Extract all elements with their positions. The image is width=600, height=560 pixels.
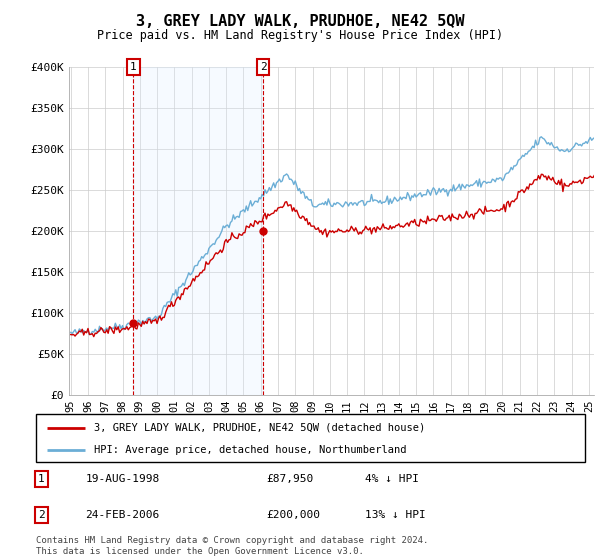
Text: 3, GREY LADY WALK, PRUDHOE, NE42 5QW: 3, GREY LADY WALK, PRUDHOE, NE42 5QW: [136, 14, 464, 29]
Text: £87,950: £87,950: [266, 474, 314, 484]
Text: 1: 1: [38, 474, 45, 484]
Text: 3, GREY LADY WALK, PRUDHOE, NE42 5QW (detached house): 3, GREY LADY WALK, PRUDHOE, NE42 5QW (de…: [94, 423, 425, 433]
Text: 4% ↓ HPI: 4% ↓ HPI: [365, 474, 419, 484]
Text: 2: 2: [38, 510, 45, 520]
Text: 19-AUG-1998: 19-AUG-1998: [85, 474, 160, 484]
Text: 13% ↓ HPI: 13% ↓ HPI: [365, 510, 426, 520]
Text: HPI: Average price, detached house, Northumberland: HPI: Average price, detached house, Nort…: [94, 445, 406, 455]
Text: 2: 2: [260, 62, 266, 72]
Text: Price paid vs. HM Land Registry's House Price Index (HPI): Price paid vs. HM Land Registry's House …: [97, 29, 503, 42]
Text: 24-FEB-2006: 24-FEB-2006: [85, 510, 160, 520]
Text: 1: 1: [130, 62, 137, 72]
Text: £200,000: £200,000: [266, 510, 320, 520]
Bar: [133, 67, 263, 395]
Text: Contains HM Land Registry data © Crown copyright and database right 2024.
This d: Contains HM Land Registry data © Crown c…: [36, 536, 428, 556]
